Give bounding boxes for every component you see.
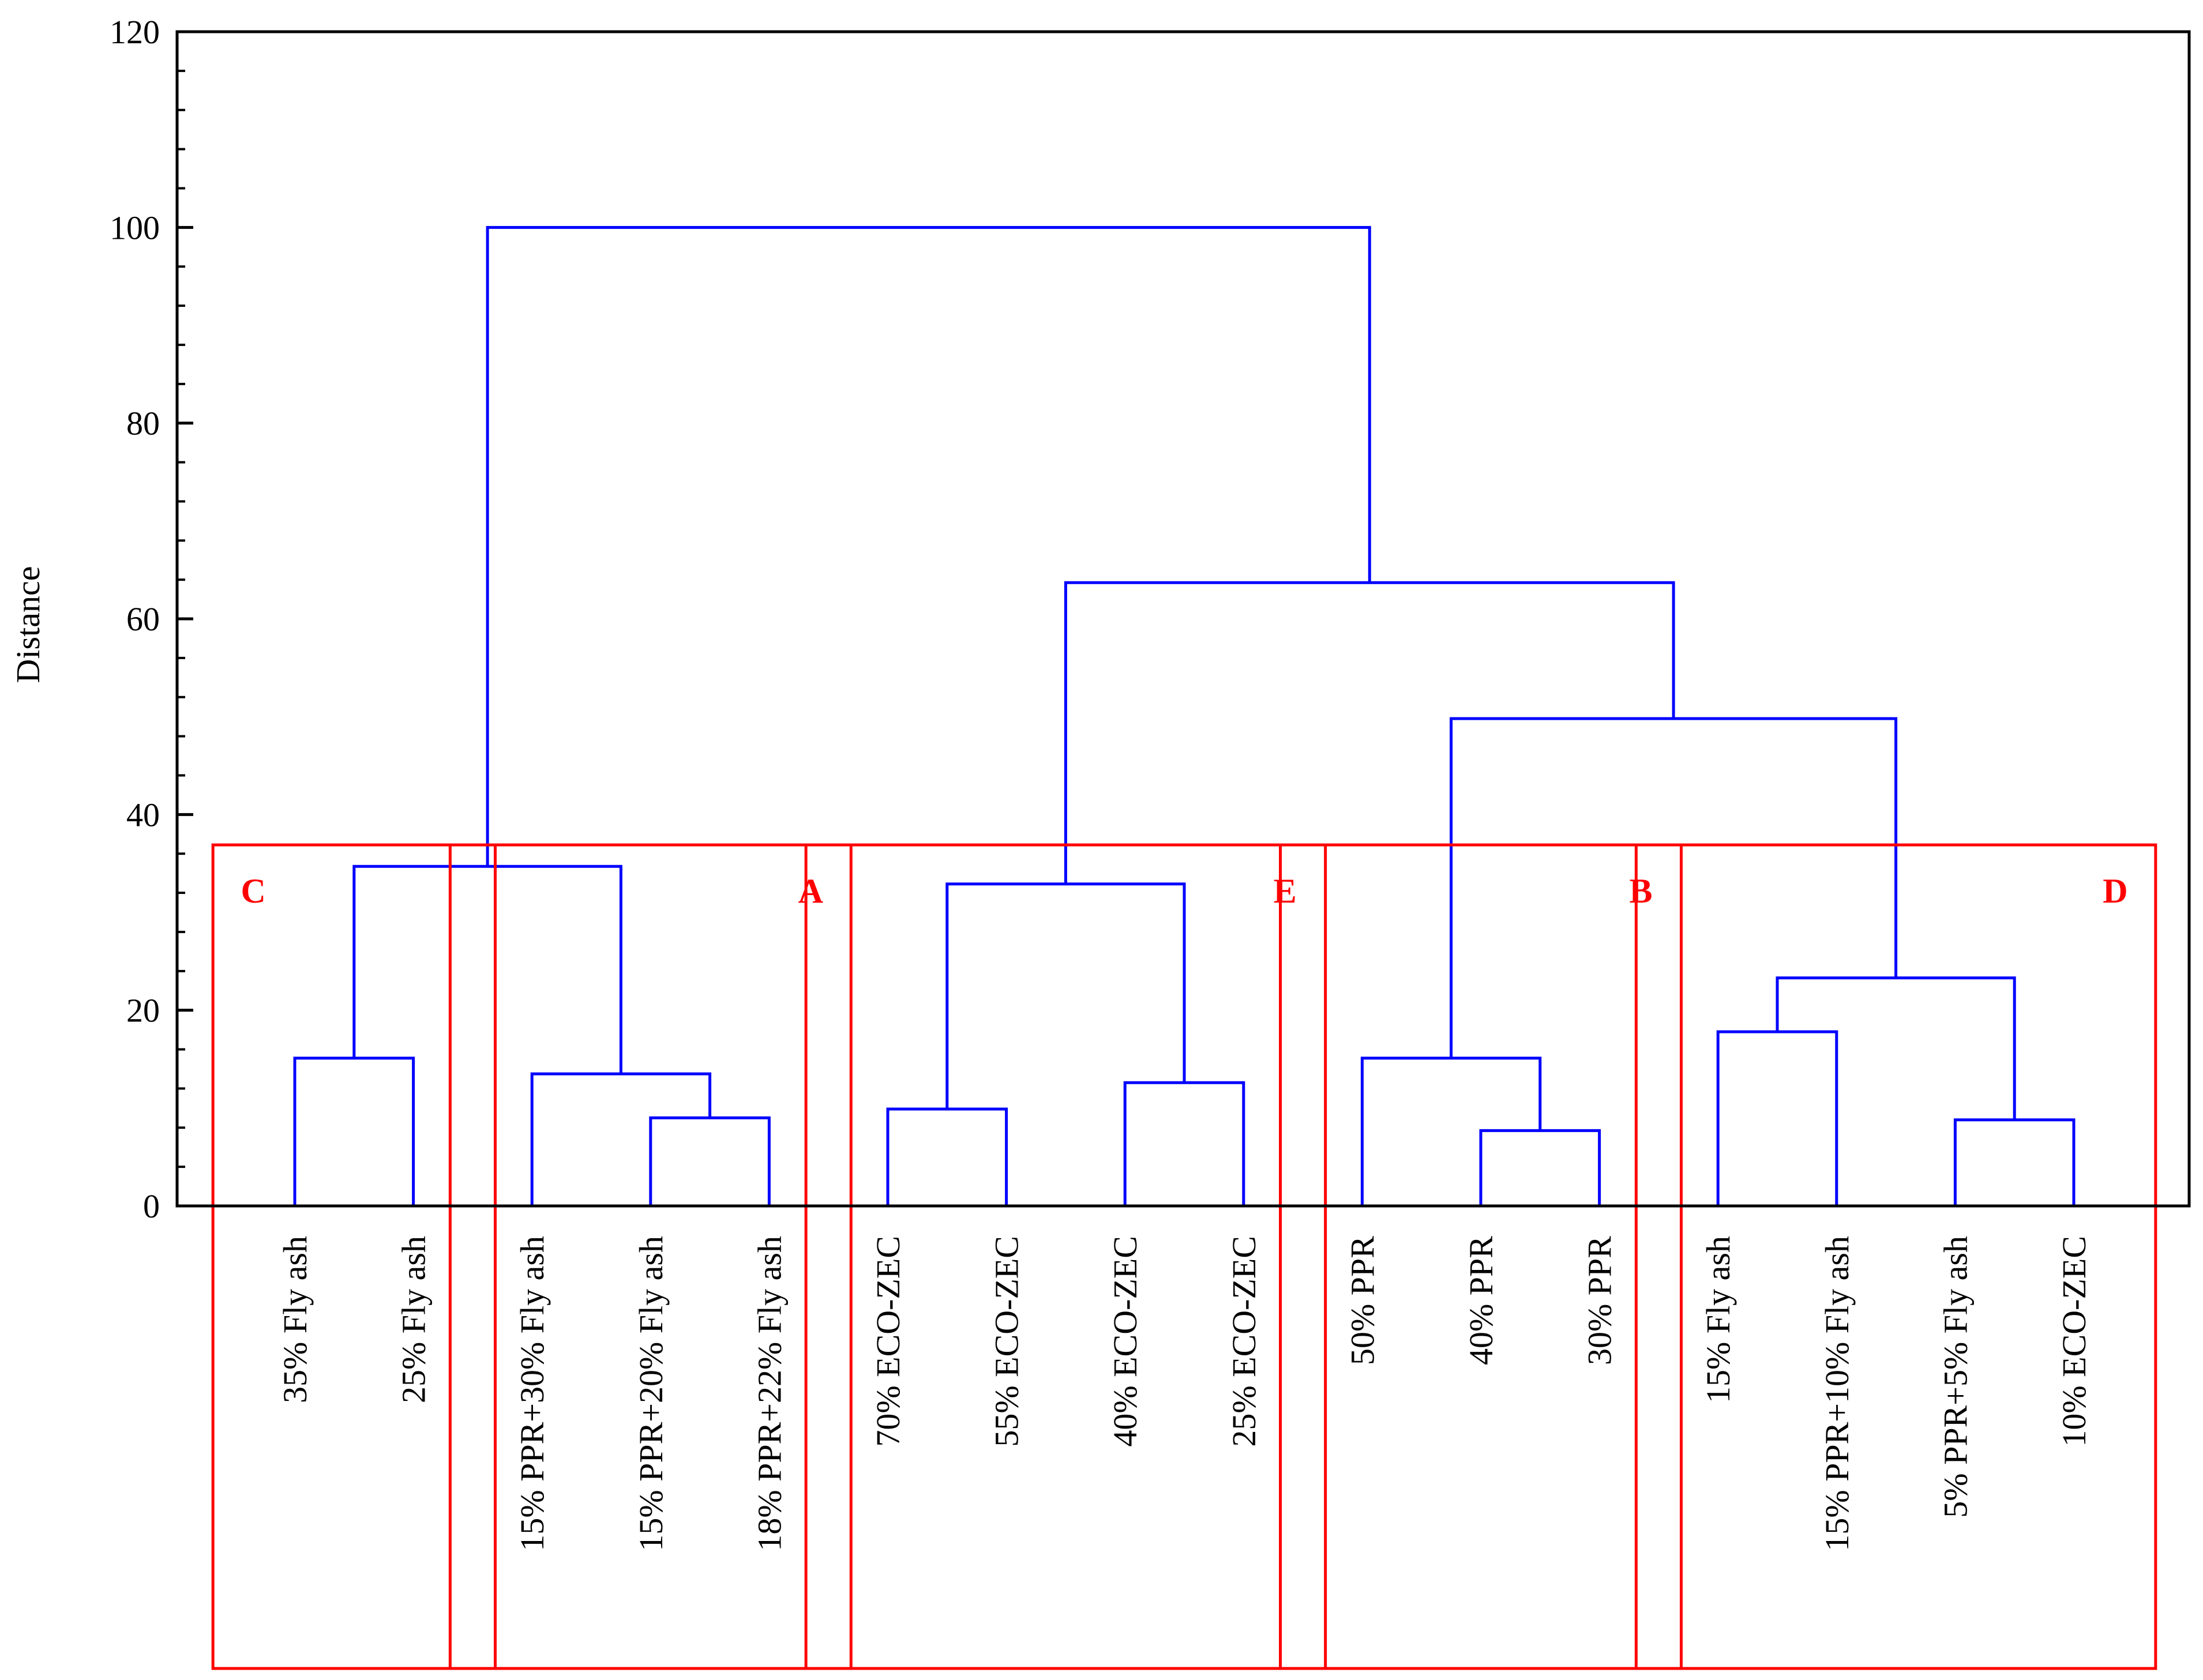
cluster-box-D — [1634, 843, 2157, 1670]
y-tick-label: 80 — [126, 405, 160, 442]
dendrogram-link-m6 — [1123, 1081, 1245, 1206]
leaf-label: 10% ECO-ZEC — [2055, 1236, 2093, 1447]
cluster-label-E: E — [1274, 872, 1297, 910]
dendrogram-link-m10 — [1716, 1030, 1838, 1206]
y-axis: 0 20 40 60 80 100 120 — [110, 13, 2191, 1225]
cluster-box-A — [448, 843, 853, 1670]
leaf-labels: 35% Fly ash 25% Fly ash 15% PPR+30% Fly as… — [276, 1236, 2093, 1551]
leaf-label: 40% PPR — [1462, 1236, 1500, 1365]
dendrogram-link-m12 — [1776, 976, 2016, 1120]
dendrogram-link-m2 — [649, 1116, 771, 1206]
dendrogram-link-m9 — [1360, 1057, 1542, 1206]
dendrogram-link-m5 — [886, 1107, 1008, 1206]
leaf-label: 40% ECO-ZEC — [1106, 1236, 1144, 1447]
dendrogram-link-m15 — [486, 225, 1371, 867]
leaf-label: 15% PPR+10% Fly ash — [1818, 1236, 1856, 1551]
y-tick-label: 60 — [126, 600, 160, 638]
leaf-label: 70% ECO-ZEC — [869, 1236, 907, 1447]
leaf-label: 15% PPR+30% Fly ash — [513, 1236, 551, 1551]
leaf-label: 55% ECO-ZEC — [988, 1236, 1026, 1447]
y-tick-label: 40 — [126, 796, 160, 833]
leaf-label: 50% PPR — [1343, 1236, 1381, 1365]
cluster-box-B — [1279, 843, 1683, 1670]
leaf-label: 15% PPR+20% Fly ash — [632, 1236, 670, 1551]
leaf-label: 18% PPR+22% Fly ash — [750, 1236, 788, 1551]
y-axis-title: Distance — [9, 566, 47, 683]
dendrogram-link-m1 — [293, 1057, 415, 1206]
y-tick-label: 100 — [110, 209, 160, 246]
dendrogram-link-m7 — [945, 882, 1186, 1110]
leaf-label: 15% Fly ash — [1699, 1236, 1737, 1403]
dendrogram-link-m11 — [1953, 1118, 2076, 1206]
y-tick-label: 0 — [143, 1187, 160, 1225]
cluster-label-C: C — [241, 872, 265, 910]
dendrogram-link-m8 — [1479, 1129, 1601, 1206]
y-tick-label: 120 — [110, 13, 160, 51]
dendrogram-links — [293, 225, 2076, 1206]
cluster-box-C — [211, 843, 497, 1670]
leaf-label: 25% Fly ash — [395, 1236, 433, 1403]
dendrogram-link-m4 — [352, 865, 622, 1074]
leaf-label: 35% Fly ash — [276, 1236, 314, 1403]
y-tick-label: 20 — [126, 992, 160, 1029]
cluster-label-A: A — [798, 872, 823, 910]
cluster-box-E — [804, 843, 1327, 1670]
leaf-label: 25% ECO-ZEC — [1225, 1236, 1263, 1447]
cluster-label-D: D — [2103, 872, 2127, 910]
dendrogram-link-m14 — [1064, 581, 1675, 884]
dendrogram-link-m3 — [530, 1072, 712, 1206]
leaf-label: 5% PPR+5% Fly ash — [1936, 1236, 1974, 1518]
cluster-label-B: B — [1629, 872, 1652, 910]
dendrogram-link-m13 — [1450, 717, 1898, 1058]
leaf-label: 30% PPR — [1581, 1236, 1619, 1365]
